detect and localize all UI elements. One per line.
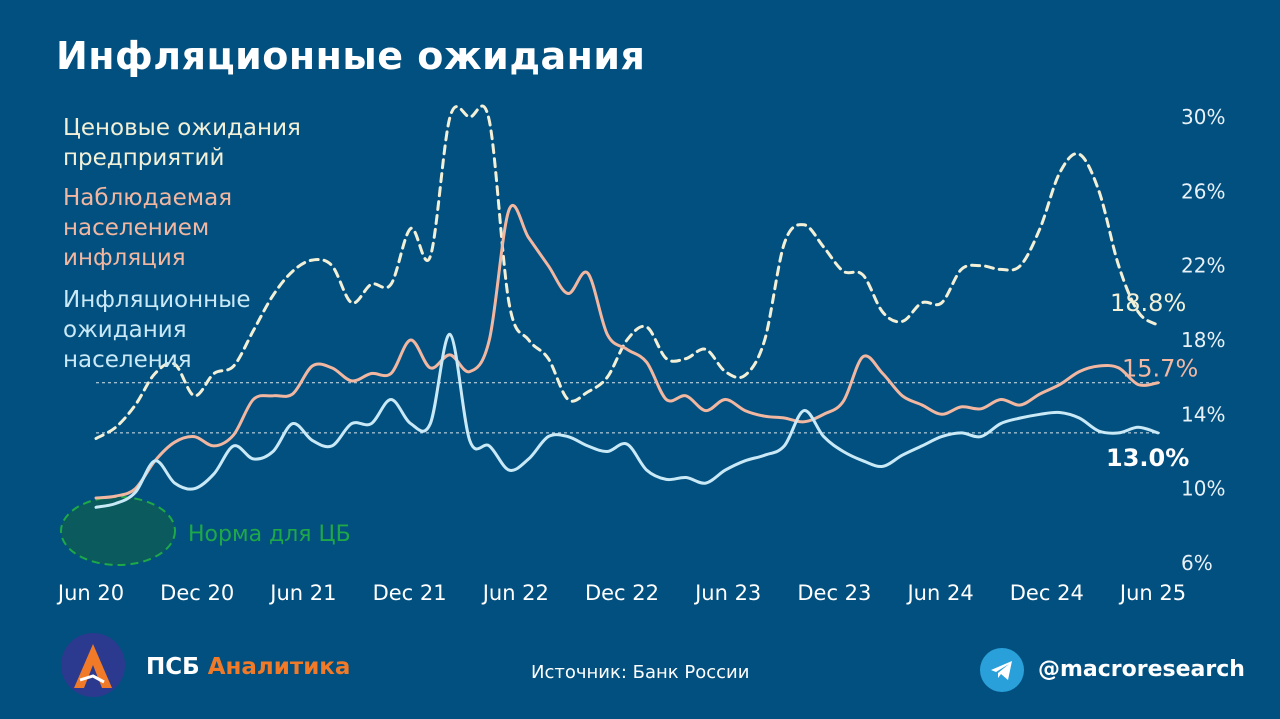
y-tick-label: 30%: [1181, 105, 1225, 129]
y-tick-label: 22%: [1181, 254, 1225, 278]
brand-name: ПСБ Аналитика: [146, 654, 350, 680]
norm-zone: Норма для ЦБ: [60, 496, 351, 566]
x-axis: Jun 20 Dec 20 Jun 21 Dec 21 Jun 22 Dec 22 Jun …: [56, 581, 1186, 605]
y-axis: 30% 26% 22% 18% 14% 10% 6%: [1181, 105, 1225, 575]
end-label: 15.7%: [1122, 355, 1198, 383]
x-tick-label: Dec 24: [1010, 581, 1084, 605]
brand-analytics: Аналитика: [207, 654, 351, 680]
end-label: 18.8%: [1110, 289, 1186, 317]
y-tick-label: 18%: [1181, 328, 1225, 352]
norm-label: Норма для ЦБ: [188, 522, 351, 547]
legend-firms: Ценовые ожидания предприятий: [63, 115, 301, 171]
y-tick-label: 14%: [1181, 402, 1225, 426]
psb-logo-icon: [61, 633, 125, 697]
expected-inflation-line: [94, 332, 1160, 509]
x-tick-label: Jun 25: [1118, 581, 1186, 605]
x-tick-label: Dec 22: [585, 581, 659, 605]
x-tick-label: Jun 24: [905, 581, 973, 605]
x-tick-label: Dec 23: [797, 581, 871, 605]
telegram-handle[interactable]: @macroresearch: [1038, 657, 1245, 682]
observed-inflation-line: [94, 203, 1160, 500]
source-note: Источник: Банк России: [531, 662, 750, 683]
x-tick-label: Jun 22: [481, 581, 549, 605]
series-group: [94, 104, 1160, 509]
end-label: 13.0%: [1106, 444, 1189, 472]
y-tick-label: 10%: [1181, 477, 1225, 501]
x-tick-label: Jun 20: [56, 581, 124, 605]
norm-ellipse: [60, 496, 176, 566]
x-tick-label: Jun 21: [268, 581, 336, 605]
end-labels: 18.8% 15.7% 13.0%: [1106, 289, 1198, 472]
y-tick-label: 26%: [1181, 179, 1225, 203]
y-tick-label: 6%: [1181, 551, 1213, 575]
brand-psb: ПСБ: [146, 654, 200, 680]
telegram-icon[interactable]: [980, 648, 1024, 692]
x-tick-label: Dec 20: [160, 581, 234, 605]
firms-line: [94, 104, 1160, 440]
legend-observed: Наблюдаемая населением инфляция: [63, 185, 233, 271]
x-tick-label: Dec 21: [373, 581, 447, 605]
x-tick-label: Jun 23: [693, 581, 761, 605]
legend-expected: Инфляционные ожидания населения: [63, 287, 251, 373]
page-title: Инфляционные ожидания: [56, 34, 646, 78]
